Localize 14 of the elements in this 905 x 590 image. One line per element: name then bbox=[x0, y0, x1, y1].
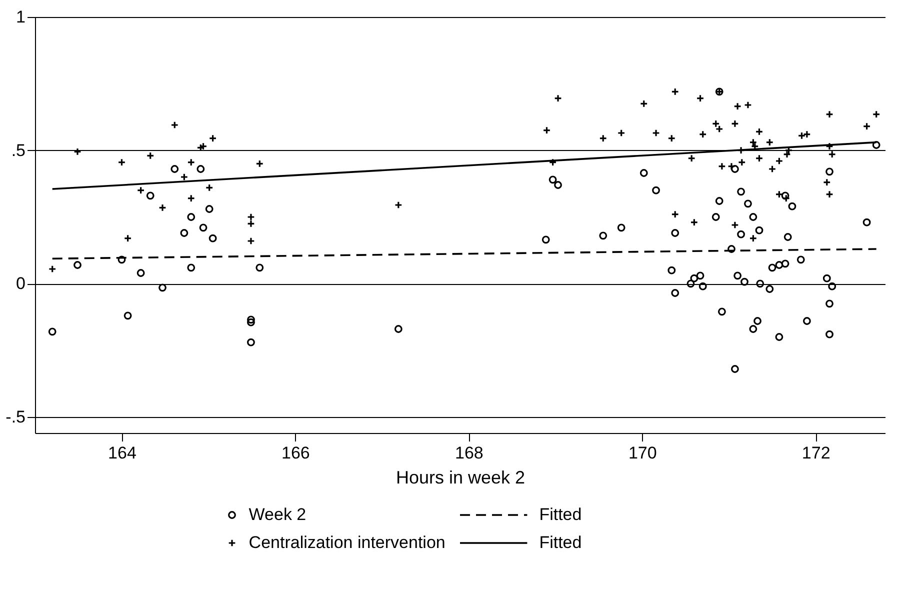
x-tick-label: 170 bbox=[628, 444, 657, 462]
legend-label: Fitted bbox=[539, 505, 582, 524]
y-tick-label: 0 bbox=[16, 274, 26, 294]
legend-label: Centralization intervention bbox=[248, 533, 446, 552]
x-tick-label: 172 bbox=[802, 444, 830, 462]
x-tick-label: 168 bbox=[454, 444, 484, 462]
x-tick-label: 164 bbox=[108, 444, 136, 462]
y-tick-label: .5 bbox=[11, 140, 26, 160]
legend-label: Fitted bbox=[539, 533, 582, 552]
x-axis-title: Hours in week 2 bbox=[396, 468, 526, 488]
y-tick-label: -.5 bbox=[6, 408, 26, 426]
y-tick-label: 1 bbox=[16, 8, 26, 26]
x-tick-label: 166 bbox=[282, 444, 310, 462]
legend-label: Week 2 bbox=[248, 505, 306, 524]
